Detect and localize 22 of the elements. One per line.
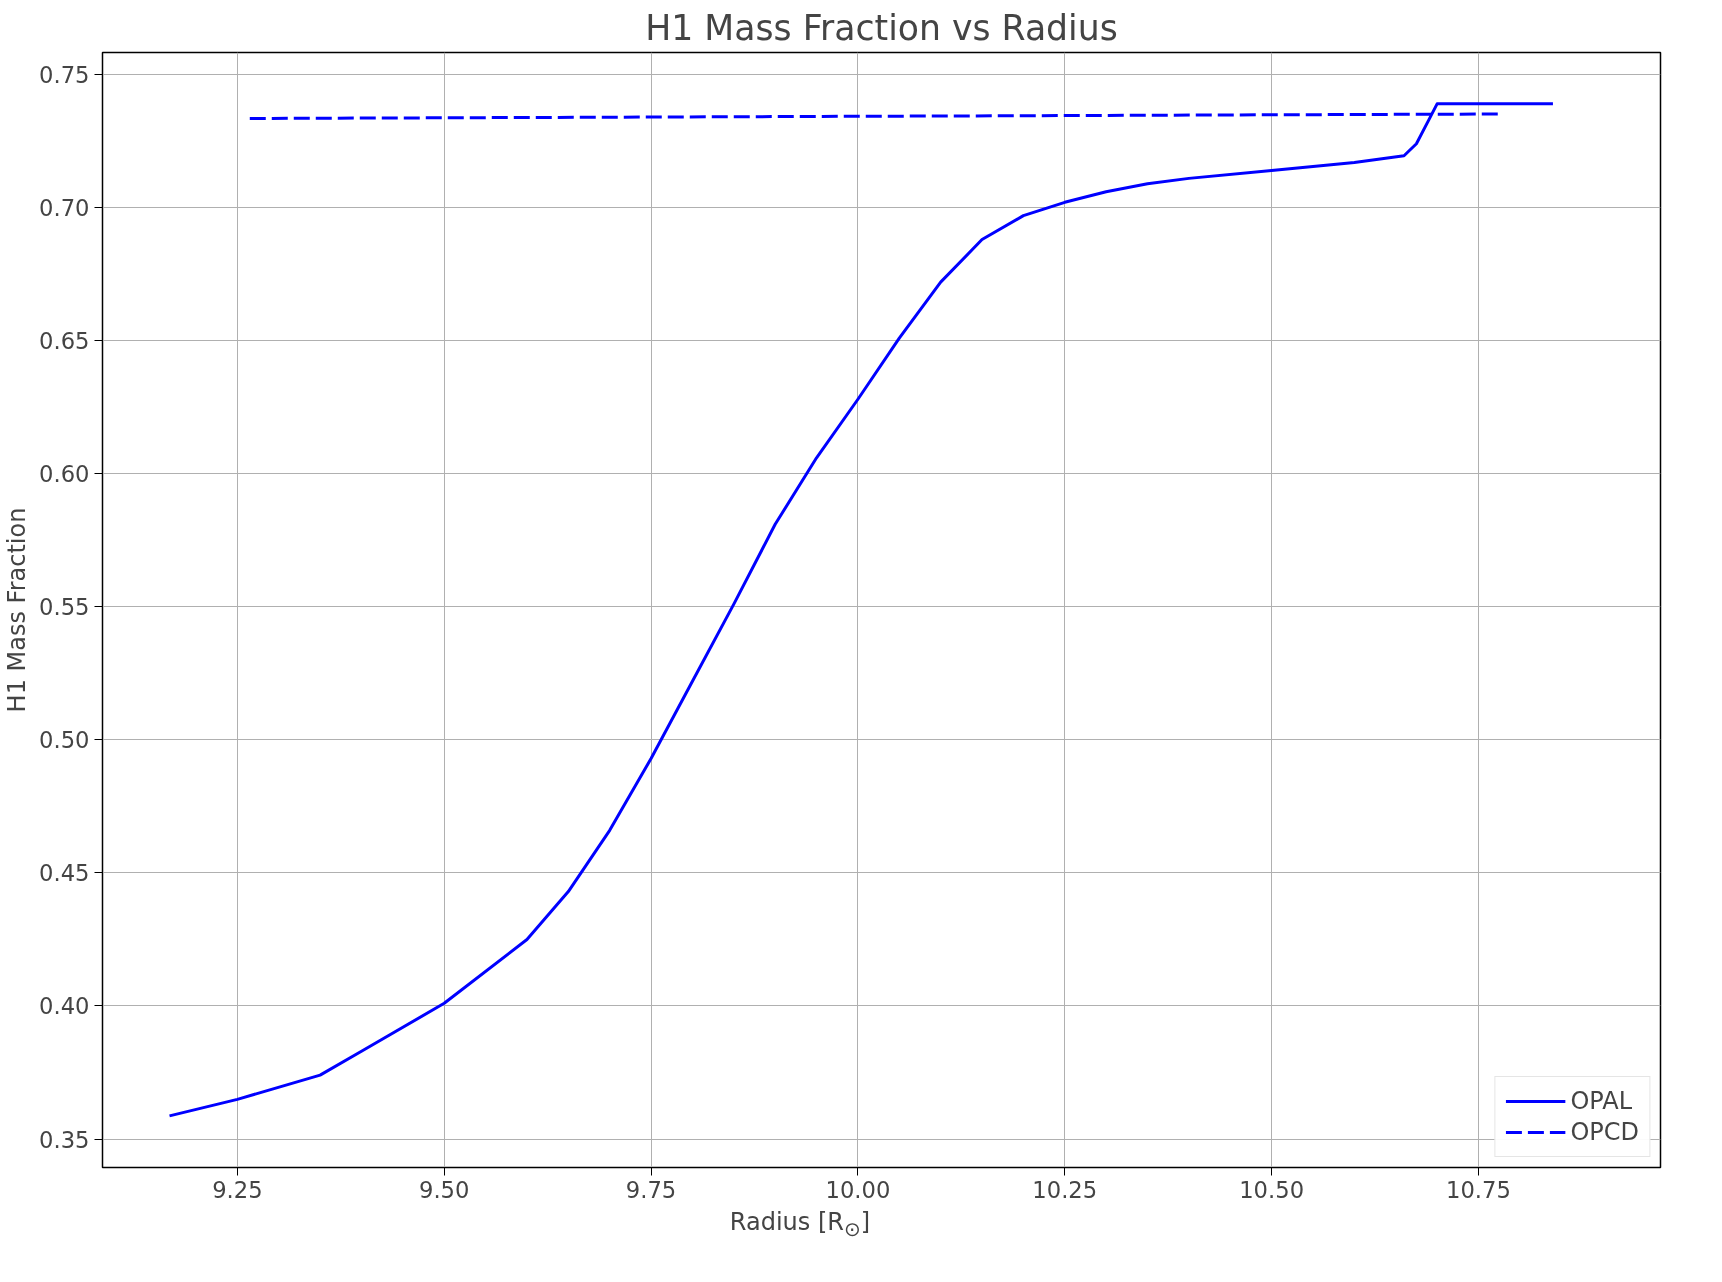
y-tick-label: 0.75 <box>39 62 90 89</box>
line-series <box>168 102 1555 1118</box>
y-tick-label: 0.65 <box>39 328 90 355</box>
x-tick-label: 10.75 <box>1446 1176 1511 1203</box>
chart-title: H1 Mass Fraction vs Radius <box>645 7 1118 48</box>
y-axis-title: H1 Mass Fraction <box>3 507 32 713</box>
y-tick-label: 0.35 <box>39 1126 90 1153</box>
y-tick-label: 0.55 <box>39 594 90 621</box>
y-tick-label: 0.45 <box>39 860 90 887</box>
x-tick-label: 10.25 <box>1032 1176 1098 1203</box>
x-axis-title: Radius [R$_{⊙}$] <box>728 1207 872 1243</box>
x-tick-label: 9.25 <box>212 1176 263 1203</box>
y-tick-label: 0.50 <box>39 727 90 754</box>
y-tick-label: 0.60 <box>39 461 90 488</box>
x-tick-label: 9.50 <box>418 1176 470 1203</box>
x-tick-label: 10.50 <box>1239 1176 1305 1203</box>
y-tick-label: 0.40 <box>39 993 90 1020</box>
y-tick-label: 0.70 <box>39 195 90 222</box>
x-tick-label: 9.75 <box>625 1176 677 1203</box>
legend-label: OPAL <box>1570 1087 1633 1115</box>
x-tick-label: 10.00 <box>825 1176 891 1203</box>
legend-label: OPCD <box>1570 1118 1639 1146</box>
